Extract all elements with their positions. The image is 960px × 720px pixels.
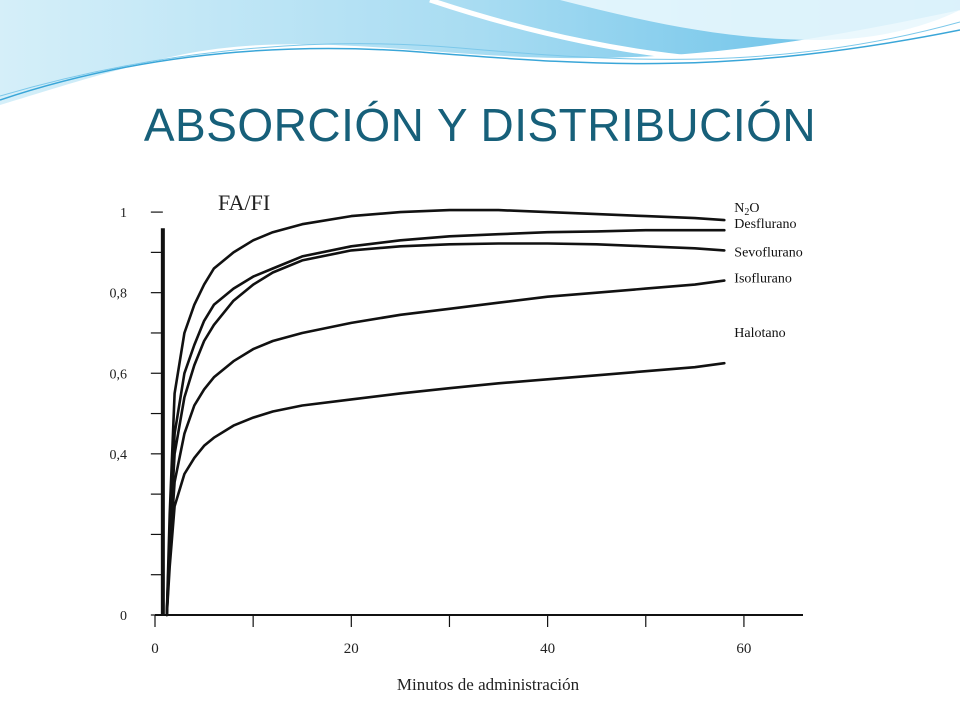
x-axis-label: Minutos de administración [397,675,580,694]
y-tick-label: 0,4 [110,448,128,463]
wave-line-white [429,0,960,65]
series-line-halotano [165,361,726,617]
series-line-desflurano [165,228,726,617]
series-line-isoflurano [165,279,726,617]
wave-band-light [0,0,960,40]
series-label: Isoflurano [734,272,792,287]
series-line-n2o [165,208,726,617]
series-label: Halotano [734,326,785,341]
series-label: Desflurano [734,217,796,232]
wave-line-blue-2 [0,21,960,97]
series-lines [165,208,726,617]
y-axis: 0 0,4 0,6 0,8 1 [110,206,165,624]
series-label: N2O [734,201,759,218]
x-tick-label: 0 [151,641,159,657]
y-tick-label: 0,8 [110,287,128,302]
x-axis: 0 20 40 60 [151,614,803,657]
slide-title: ABSORCIÓN Y DISTRIBUCIÓN [143,99,817,151]
series-label: Sevoflurano [734,245,802,260]
y-axis-label: FA/FI [218,190,270,215]
y-tick-label: 1 [120,206,127,221]
y-tick-label: 0,6 [110,367,128,382]
x-tick-label: 20 [344,641,359,657]
x-tick-label: 60 [736,641,751,657]
x-tick-label: 40 [540,641,555,657]
wave-line-blue [0,29,960,101]
y-tick-label: 0 [120,609,127,624]
series-line-sevoflurano [165,242,726,617]
